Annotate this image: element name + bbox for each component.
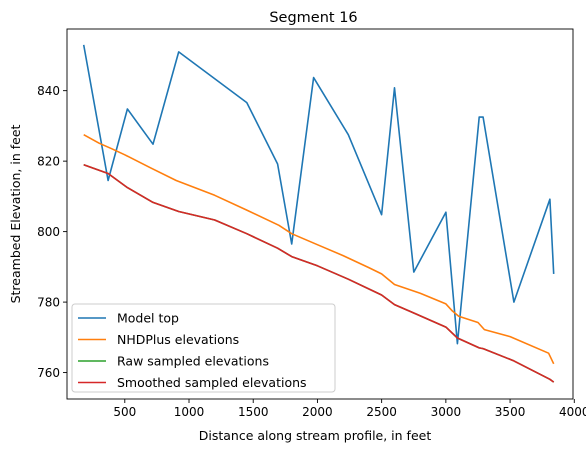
legend-label: Smoothed sampled elevations — [117, 375, 307, 390]
x-tick-label: 3000 — [431, 405, 462, 419]
y-tick-label: 840 — [37, 84, 60, 98]
legend-label: NHDPlus elevations — [117, 332, 239, 347]
y-axis-title: Streambed Elevation, in feet — [8, 124, 23, 303]
x-tick-label: 1500 — [238, 405, 269, 419]
series-layer — [82, 44, 555, 383]
legend-label: Raw sampled elevations — [117, 354, 269, 369]
y-tick-label: 820 — [37, 154, 60, 168]
chart-title: Segment 16 — [269, 10, 357, 26]
x-tick-label: 2500 — [366, 405, 397, 419]
series-line-3 — [83, 163, 555, 383]
legend-box — [71, 303, 336, 393]
x-tick-label: 4000 — [559, 405, 586, 419]
x-tick-label: 3500 — [495, 405, 526, 419]
y-tick-label: 800 — [37, 225, 60, 239]
x-axis-title: Distance along stream profile, in feet — [199, 428, 432, 443]
x-tick-label: 500 — [113, 405, 136, 419]
legend-label: Model top — [117, 311, 179, 326]
plot-frame — [66, 28, 574, 400]
series-line-0 — [82, 44, 555, 345]
y-axis-ticks: 760 780 800 820 840 — [37, 84, 67, 380]
x-tick-label: 1000 — [174, 405, 205, 419]
series-line-1 — [83, 133, 555, 365]
x-axis-ticks: 500 1000 1500 2000 2500 3000 3500 4000 — [113, 399, 586, 419]
x-tick-label: 2000 — [302, 405, 333, 419]
y-tick-label: 760 — [37, 366, 60, 380]
y-tick-label: 780 — [37, 295, 60, 309]
legend: Model top NHDPlus elevations Raw sampled e… — [71, 303, 336, 393]
